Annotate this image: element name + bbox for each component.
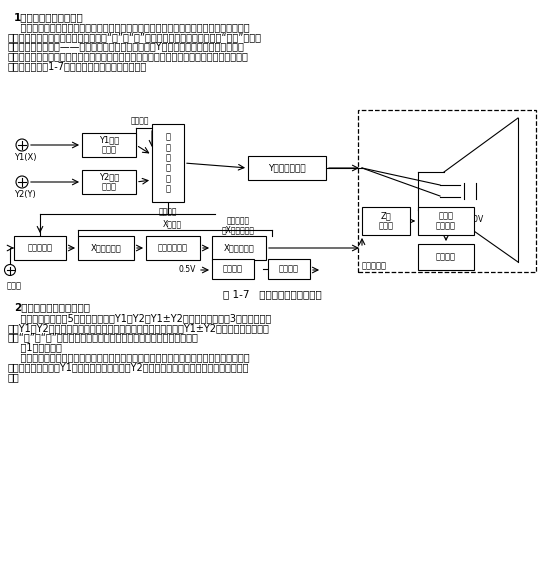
Circle shape [16,176,28,188]
Text: 垂
直
开
关
电
路: 垂 直 开 关 电 路 [166,132,171,193]
Text: 直开关电路，利用垂直开关，采用时间分割的方法轮流地将两种信号接至同一垂直偏转板，实: 直开关电路，利用垂直开关，采用时间分割的方法轮流地将两种信号接至同一垂直偏转板，… [8,51,249,62]
Text: 内触发信号: 内触发信号 [226,216,250,225]
Text: 双踪示波器主要有5种工作方式，即Y1、Y2、Y1±Y2、断续和交替。前3种均为单踪显: 双踪示波器主要有5种工作方式，即Y1、Y2、Y1±Y2、断续和交替。前3种均为单… [8,313,271,323]
Text: -2100V: -2100V [456,215,483,224]
Text: 0.5V: 0.5V [179,266,196,275]
FancyBboxPatch shape [146,236,200,260]
FancyBboxPatch shape [418,244,474,270]
FancyBboxPatch shape [418,207,474,235]
Text: Z轴
放大器: Z轴 放大器 [378,211,393,231]
FancyBboxPatch shape [248,156,326,180]
Text: X轴信号: X轴信号 [162,219,181,228]
FancyBboxPatch shape [268,259,310,279]
Text: Y输出放大电路: Y输出放大电路 [268,164,306,173]
Text: 的第一周期用于显示Y1，第二周期则用于显示Y2，两信号按扫描周期交替地显示在荧光屏: 的第一周期用于显示Y1，第二周期则用于显示Y2，两信号按扫描周期交替地显示在荧光… [8,362,250,372]
Text: 图 1-7   双踪示波器的基本组成: 图 1-7 双踪示波器的基本组成 [222,289,322,299]
Text: X输出放大器: X输出放大器 [223,243,255,253]
Text: 交替显示时，垂直开关的转换受扫描发生器的控制，它的转换周期和扫描周期相等。扫描: 交替显示时，垂直开关的转换受扫描发生器的控制，它的转换周期和扫描周期相等。扫描 [8,352,250,362]
Text: Y2(Y): Y2(Y) [14,190,36,199]
Text: 2．双踪示波器的工作方式: 2．双踪示波器的工作方式 [14,302,90,312]
Text: 高压电路: 高压电路 [436,253,456,262]
Circle shape [16,139,28,151]
Text: 校准信号: 校准信号 [223,264,243,274]
Text: 触发信号: 触发信号 [159,207,177,216]
Text: 1．双踪示波器基本组成: 1．双踪示波器基本组成 [14,12,84,22]
Text: 现双踪显示。图1-7是双踪示波器的基本组成框图。: 现双踪显示。图1-7是双踪示波器的基本组成框图。 [8,61,147,71]
Text: 个被测信号的示波器——双踪示波器。双踪示波器是在Y通道中多设一个前置放大器和垂: 个被测信号的示波器——双踪示波器。双踪示波器是在Y通道中多设一个前置放大器和垂 [8,42,245,52]
Text: （1）交替显示: （1）交替显示 [8,343,62,352]
Text: 水平开关电路: 水平开关电路 [158,243,188,253]
FancyBboxPatch shape [212,259,254,279]
Text: Y1(X): Y1(X) [14,153,37,162]
Text: 上。: 上。 [8,372,20,382]
Text: X扫描发生器: X扫描发生器 [90,243,122,253]
Text: Y2前置
放大器: Y2前置 放大器 [99,172,119,192]
Text: 示波管电路: 示波管电路 [362,261,387,270]
FancyBboxPatch shape [82,133,136,157]
Text: 垂直信号: 垂直信号 [131,116,149,125]
FancyBboxPatch shape [362,207,410,235]
FancyBboxPatch shape [212,236,266,260]
Text: 触发发生器: 触发发生器 [27,243,52,253]
FancyBboxPatch shape [78,236,134,260]
Text: 位及幅度的关系，或为了实现两个信号“和”、“差”显示，产生了采用单束示波管“同时”显示两: 位及幅度的关系，或为了实现两个信号“和”、“差”显示，产生了采用单束示波管“同时… [8,32,262,42]
Circle shape [4,264,15,275]
Text: Y1前置
放大器: Y1前置 放大器 [99,135,119,154]
Text: 示，Y1、Y2与普通单踪示波器显示原理相同，只显示一个信号；Y1±Y2显示的波形为两个信: 示，Y1、Y2与普通单踪示波器显示原理相同，只显示一个信号；Y1±Y2显示的波形… [8,323,270,333]
Text: 外触发: 外触发 [7,281,22,290]
FancyBboxPatch shape [82,170,136,194]
Text: 号的“和”或“差”；断续和交替为双踪显示，下面简要介绍这两种方式。: 号的“和”或“差”；断续和交替为双踪显示，下面简要介绍这两种方式。 [8,333,199,343]
Text: （X输出信号）: （X输出信号） [221,225,255,234]
Text: 由于测量的实际需要，例如要同时显示两个相关而又相互独立的被测信号之间的时间、相: 由于测量的实际需要，例如要同时显示两个相关而又相互独立的被测信号之间的时间、相 [8,22,250,32]
FancyBboxPatch shape [14,236,66,260]
Text: 示波管
控制电路: 示波管 控制电路 [436,211,456,231]
FancyBboxPatch shape [152,124,184,202]
Text: 低压电源: 低压电源 [279,264,299,274]
